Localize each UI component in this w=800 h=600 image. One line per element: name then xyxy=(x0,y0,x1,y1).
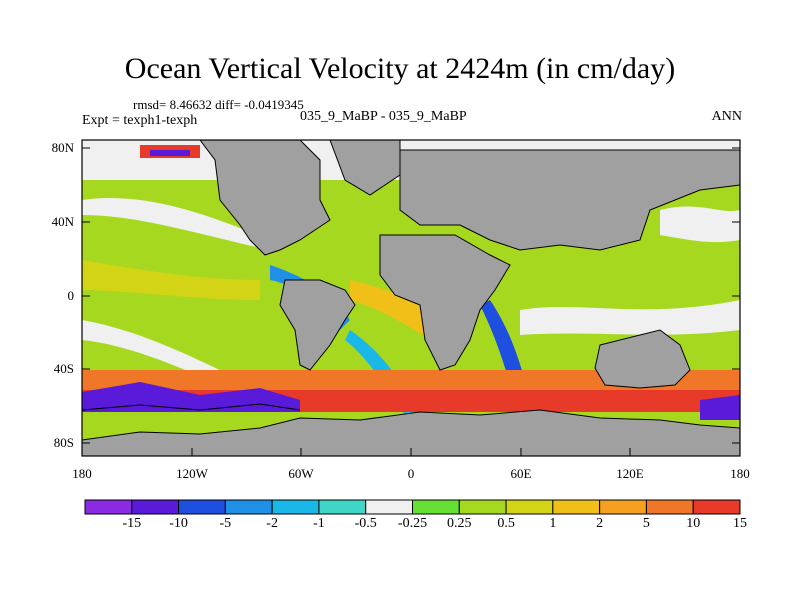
land-eurasia xyxy=(399,149,740,251)
ocean-patch xyxy=(82,198,270,250)
colorbar-swatch xyxy=(224,499,273,515)
lat-tick-label: 80N xyxy=(51,140,74,155)
season-label: ANN xyxy=(711,109,742,124)
colorbar-label: 2 xyxy=(596,516,604,531)
ocean-patch xyxy=(660,206,740,243)
colorbar-swatch xyxy=(458,499,507,515)
land-south-america xyxy=(279,279,356,371)
land-australia xyxy=(594,329,691,389)
colorbar-swatch xyxy=(552,499,601,515)
lat-tick-label: 40S xyxy=(53,361,74,376)
land-africa xyxy=(379,234,511,371)
lat-tick-label: 40N xyxy=(51,214,74,229)
case-line: 035_9_MaBP - 035_9_MaBP xyxy=(300,109,467,124)
colorbar-swatch xyxy=(131,499,180,515)
land-north-america xyxy=(199,140,331,256)
colorbar-label: 15 xyxy=(733,516,747,531)
colorbar-label: 0.25 xyxy=(447,516,472,531)
colorbar-swatch xyxy=(692,499,741,515)
colorbar-label: -0.5 xyxy=(354,516,377,531)
colorbar-label: 10 xyxy=(686,516,701,531)
colorbar-label: 0.5 xyxy=(497,516,515,531)
colorbar-label: -10 xyxy=(169,516,188,531)
colorbar-label: -5 xyxy=(219,516,232,531)
colorbar-swatch xyxy=(505,499,554,515)
lon-tick-label: 180 xyxy=(72,466,92,481)
colorbar-label: 1 xyxy=(549,516,557,531)
ocean-patch xyxy=(82,260,260,300)
ocean-patch xyxy=(82,382,300,412)
lon-tick-label: 120W xyxy=(176,466,208,481)
stats-line: rmsd= 8.46632 diff= -0.0419345 xyxy=(133,97,304,112)
lat-tick-label: 80S xyxy=(53,435,74,450)
colorbar-label: -1 xyxy=(313,516,325,531)
experiment-line: Expt = texph1-texph xyxy=(82,113,198,128)
colorbar-swatch xyxy=(84,499,133,515)
colorbar-label: 5 xyxy=(642,516,650,531)
colorbar-swatch xyxy=(645,499,694,515)
land-antarctica xyxy=(82,409,740,456)
land-greenland xyxy=(329,140,401,196)
lon-tick-label: 120E xyxy=(616,466,644,481)
ocean-patch xyxy=(150,150,190,156)
lon-tick-label: 180 xyxy=(730,466,750,481)
colorbar xyxy=(84,499,741,515)
colorbar-swatch xyxy=(412,499,460,515)
colorbar-swatch xyxy=(271,499,320,515)
lon-tick-label: 60W xyxy=(288,466,314,481)
colorbar-swatch xyxy=(365,499,414,515)
colorbar-swatch xyxy=(599,499,647,515)
colorbar-label: -2 xyxy=(266,516,278,531)
ocean-patch xyxy=(82,370,740,390)
colorbar-swatch xyxy=(178,499,226,515)
colorbar-label: -15 xyxy=(122,516,142,531)
ocean-patch xyxy=(520,300,740,335)
colorbar-swatch xyxy=(318,499,367,515)
map-title: Ocean Vertical Velocity at 2424m (in cm/… xyxy=(124,52,676,85)
lat-tick-label: 0 xyxy=(67,288,75,303)
lon-tick-label: 60E xyxy=(510,466,532,481)
colorbar-label: -0.25 xyxy=(397,516,428,531)
ocean-patch xyxy=(700,395,740,420)
lon-tick-label: 0 xyxy=(407,466,415,481)
